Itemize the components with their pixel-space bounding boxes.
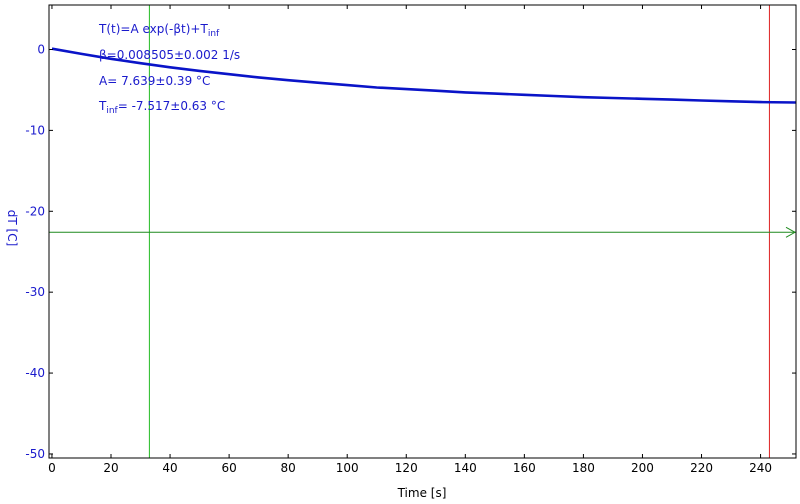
fit-annotation: T(t)=A exp(-βt)+Tinf β=0.008505±0.002 1/… (98, 22, 240, 116)
tick-layer: 0 20 40 60 80 100 120 140 160 180 200 220 240 0 -10 -20… (25, 5, 796, 475)
x-tick-label: 40 (162, 461, 177, 475)
y-tick-label: -30 (25, 285, 45, 299)
y-tick-label: 0 (37, 42, 45, 56)
x-tick-label: 100 (336, 461, 359, 475)
fit-tinf: Tinf= -7.517±0.63 °C (98, 99, 225, 116)
x-axis-label: Time [s] (397, 486, 447, 500)
x-tick-label: 60 (221, 461, 236, 475)
cursor-layer (49, 5, 797, 458)
x-tick-label: 200 (631, 461, 654, 475)
fit-beta: β=0.008505±0.002 1/s (99, 48, 240, 62)
y-axis-label: dT [C] (5, 210, 19, 247)
y-tick-label: -50 (25, 447, 45, 461)
x-tick-label: 240 (749, 461, 772, 475)
x-tick-label: 0 (48, 461, 56, 475)
x-tick-label: 180 (572, 461, 595, 475)
x-tick-label: 80 (281, 461, 296, 475)
x-tick-label: 120 (395, 461, 418, 475)
y-tick-label: -20 (25, 204, 45, 218)
x-tick-label: 160 (513, 461, 536, 475)
x-tick-label: 20 (103, 461, 118, 475)
curve-layer (51, 47, 797, 104)
x-tick-label: 140 (454, 461, 477, 475)
y-tick-label: -40 (25, 366, 45, 380)
horizontal-cursor-arrowhead (785, 226, 797, 238)
fit-amplitude: A= 7.639±0.39 °C (99, 74, 210, 88)
data-series-line-0 (51, 47, 797, 104)
plot-frame (48, 4, 797, 459)
y-tick-label: -10 (25, 123, 45, 137)
x-tick-label: 220 (690, 461, 713, 475)
fit-equation: T(t)=A exp(-βt)+Tinf (98, 22, 220, 39)
